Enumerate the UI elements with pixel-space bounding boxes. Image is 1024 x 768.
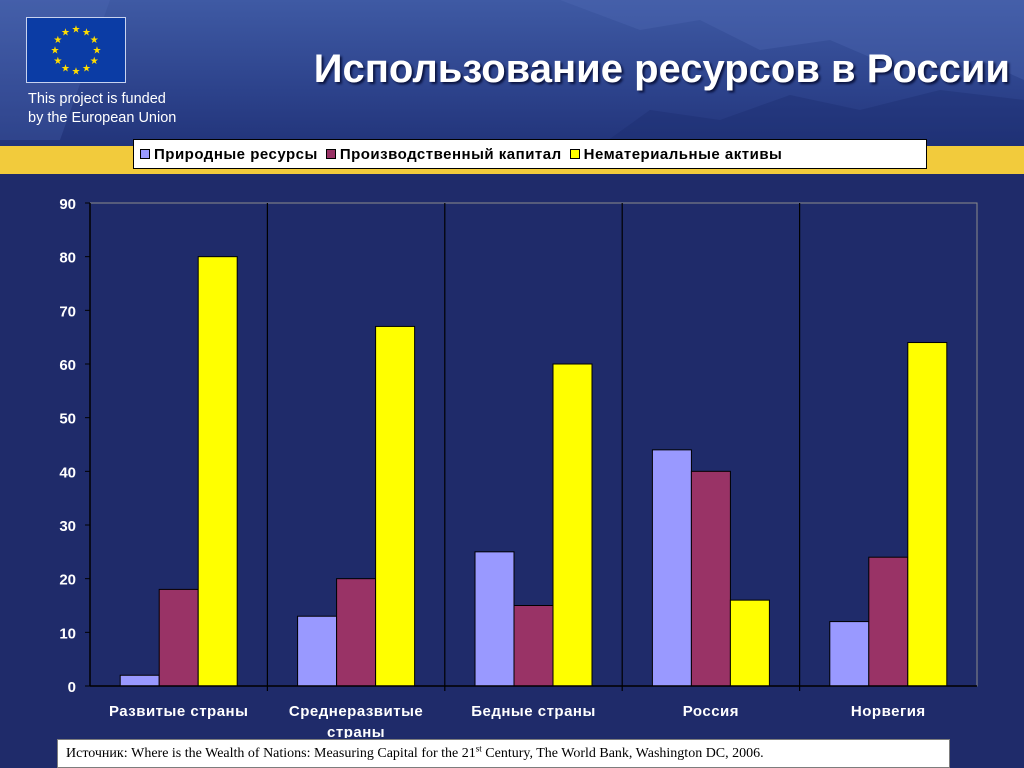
y-tick-label: 60 [59, 357, 76, 374]
legend-item-natural: Природные ресурсы [140, 146, 318, 163]
bar-chart-svg: 0 10 20 30 40 50 60 70 80 90 Развитые страны Средне… [59, 196, 978, 738]
legend-label-intangible: Нематериальные активы [583, 145, 783, 163]
bar-intangible [729, 599, 770, 687]
legend-item-intangible: Нематериальные активы [569, 145, 783, 163]
legend-swatch-produced [325, 149, 336, 159]
source-text-end: Century, The World Bank, Washington DC, … [481, 746, 764, 761]
eu-star-icon: ★ [72, 25, 81, 36]
bar-produced [513, 605, 554, 687]
y-tick-label: 50 [59, 411, 76, 428]
legend-swatch-intangible [569, 149, 580, 159]
bar-produced [868, 556, 909, 687]
eu-star-icon: ★ [53, 56, 62, 67]
funding-note: This project is funded by the European U… [28, 90, 218, 128]
eu-star-icon: ★ [72, 67, 81, 78]
x-category-label: Россия [683, 703, 739, 720]
eu-star-icon: ★ [82, 27, 91, 38]
bar-chart: 0 10 20 30 40 50 60 70 80 90 Развитые страны Средне… [0, 176, 1024, 738]
eu-star-icon: ★ [90, 56, 99, 67]
bar-natural [474, 551, 515, 687]
chart-legend: Природные ресурсы Производственный капит… [133, 139, 927, 169]
y-tick-label: 10 [59, 625, 76, 642]
legend-label-natural: Природные ресурсы [154, 145, 318, 163]
bar-produced [158, 588, 199, 687]
y-tick-label: 30 [59, 518, 76, 535]
bar-natural [829, 621, 870, 687]
y-tick-label: 20 [59, 572, 76, 589]
slide-title: Использование ресурсов в России [313, 47, 1010, 91]
eu-star-icon: ★ [90, 35, 99, 46]
y-tick-label: 80 [59, 250, 76, 267]
source-superscript: st [475, 743, 482, 754]
y-tick-label: 0 [68, 679, 76, 696]
bar-produced [690, 470, 731, 687]
y-tick-label: 90 [59, 196, 76, 213]
y-tick-label: 40 [59, 464, 76, 481]
x-category-label: Развитые страны [109, 703, 248, 720]
bar-intangible [907, 342, 948, 687]
bar-natural [297, 615, 338, 687]
slide-header: ★ ★ ★ ★ ★ ★ ★ ★ ★ ★ ★ ★ This project is funded by t… [0, 0, 1024, 146]
y-tick-label: 70 [59, 303, 76, 320]
legend-label-produced: Производственный капитал [339, 145, 562, 163]
eu-star-icon: ★ [61, 64, 70, 75]
bar-natural [651, 449, 692, 687]
eu-star-icon: ★ [82, 64, 91, 75]
legend-item-produced: Производственный капитал [325, 145, 562, 163]
x-category-label: Бедные страны [471, 703, 596, 720]
x-category-label: Норвегия [851, 703, 926, 720]
source-text: Источник: Where is the Wealth of Nations… [66, 746, 476, 761]
funding-note-line2: by the European Union [28, 110, 177, 126]
x-category-label: страны [327, 724, 385, 738]
legend-swatch-natural [140, 149, 150, 159]
bar-intangible [197, 256, 238, 687]
eu-star-icon: ★ [93, 46, 102, 57]
funding-note-line1: This project is funded [28, 91, 166, 107]
eu-star-icon: ★ [53, 35, 62, 46]
bar-intangible [375, 325, 416, 687]
eu-star-icon: ★ [51, 46, 60, 57]
bar-intangible [552, 363, 593, 687]
eu-flag-logo: ★ ★ ★ ★ ★ ★ ★ ★ ★ ★ ★ ★ [26, 17, 126, 83]
bar-natural [119, 674, 160, 687]
bar-produced [336, 578, 377, 687]
source-note: Источник: Where is the Wealth of Nations… [57, 739, 950, 768]
eu-star-icon: ★ [61, 27, 70, 38]
x-category-label: Среднеразвитые [289, 703, 423, 720]
